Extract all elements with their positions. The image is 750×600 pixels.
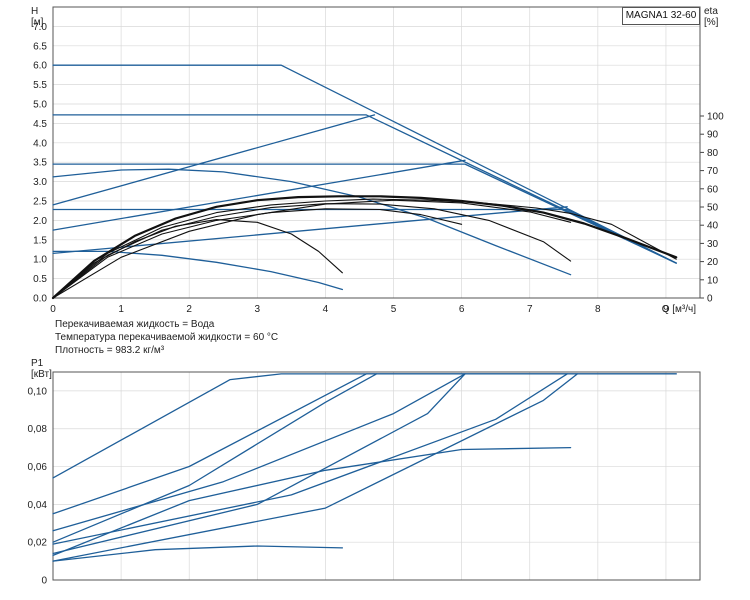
power-curve xyxy=(52,373,466,555)
pump-curve xyxy=(52,114,376,206)
y-tick-label: 1.5 xyxy=(33,235,47,246)
y-tick-label: 0,08 xyxy=(28,424,48,435)
y2-tick-label: 30 xyxy=(707,239,719,250)
y2-tick-label: 0 xyxy=(707,294,713,305)
density-note: Плотность = 983.2 кг/м³ xyxy=(55,345,165,356)
fluid-note: Перекачиваемая жидкость = Вода xyxy=(55,319,215,330)
y-tick-label: 0.0 xyxy=(33,294,47,305)
pump-curve xyxy=(52,64,677,264)
y-tick-label: 3.0 xyxy=(33,177,47,188)
y-axis-label: H xyxy=(31,6,38,17)
power-curve xyxy=(52,373,466,532)
y-tick-label: 0.5 xyxy=(33,274,47,285)
efficiency-curve xyxy=(52,219,343,299)
y-axis-unit: [м] xyxy=(31,17,44,28)
p1-axis-label: P1 xyxy=(31,358,44,369)
x-tick-label: 6 xyxy=(459,304,465,315)
y-tick-label: 7.0 xyxy=(33,22,47,33)
y2-tick-label: 10 xyxy=(707,275,719,286)
bottom-plot-frame xyxy=(52,371,701,581)
x-tick-label: 2 xyxy=(186,304,192,315)
y-tick-label: 0 xyxy=(41,576,47,587)
pump-curve xyxy=(52,250,344,291)
y-tick-label: 2.0 xyxy=(33,216,47,227)
temperature-note: Температура перекачиваемой жидкости = 60… xyxy=(55,332,279,343)
top-plot-frame xyxy=(52,6,701,299)
pump-curve xyxy=(52,168,572,276)
y-tick-label: 6.5 xyxy=(33,41,47,52)
x-tick-label: 5 xyxy=(391,304,397,315)
y-tick-label: 6.0 xyxy=(33,61,47,72)
x-tick-label: 0 xyxy=(50,304,56,315)
power-curve xyxy=(52,373,378,543)
y2-tick-label: 100 xyxy=(707,112,724,123)
y-tick-label: 4.5 xyxy=(33,119,47,130)
efficiency-curve xyxy=(52,203,572,299)
power-curve xyxy=(52,373,568,545)
y2-tick-label: 50 xyxy=(707,203,719,214)
x-tick-label: 1 xyxy=(118,304,124,315)
y-tick-label: 4.0 xyxy=(33,138,47,149)
y2-tick-label: 20 xyxy=(707,257,719,268)
efficiency-curve xyxy=(51,195,678,300)
power-curve xyxy=(52,545,344,562)
efficiency-curve xyxy=(52,199,572,299)
y2-axis-unit: [%] xyxy=(704,17,719,28)
pump-curve xyxy=(52,208,677,264)
y-tick-label: 0,06 xyxy=(28,462,48,473)
y2-axis-label: eta xyxy=(704,6,718,17)
power-curve xyxy=(52,446,572,557)
y2-tick-label: 60 xyxy=(707,184,719,195)
x-tick-label: 7 xyxy=(527,304,533,315)
y-tick-label: 0,04 xyxy=(28,500,48,511)
x-tick-label: 8 xyxy=(595,304,601,315)
power-curve xyxy=(52,373,677,479)
y2-tick-label: 40 xyxy=(707,221,719,232)
y-tick-label: 3.5 xyxy=(33,158,47,169)
y2-tick-label: 80 xyxy=(707,148,719,159)
x-tick-label: 4 xyxy=(323,304,329,315)
x-axis-label: Q [м³/ч] xyxy=(662,304,697,315)
x-tick-label: 9 xyxy=(663,304,669,315)
y-tick-label: 5.0 xyxy=(33,100,47,111)
y-tick-label: 2.5 xyxy=(33,197,47,208)
pump-curve xyxy=(52,159,466,231)
y-tick-label: 5.5 xyxy=(33,80,47,91)
y2-tick-label: 70 xyxy=(707,166,719,177)
model-label: MAGNA1 32-60 xyxy=(622,7,700,25)
power-curve xyxy=(52,373,677,515)
y-tick-label: 1.0 xyxy=(33,255,47,266)
p1-axis-unit: [кВт] xyxy=(31,369,52,380)
power-curve xyxy=(52,373,579,562)
y-tick-label: 0,02 xyxy=(28,538,48,549)
pump-curve xyxy=(52,206,568,255)
efficiency-curve xyxy=(52,198,677,299)
y-tick-label: 0,10 xyxy=(28,386,48,397)
x-tick-label: 3 xyxy=(255,304,261,315)
y2-tick-label: 90 xyxy=(707,130,719,141)
